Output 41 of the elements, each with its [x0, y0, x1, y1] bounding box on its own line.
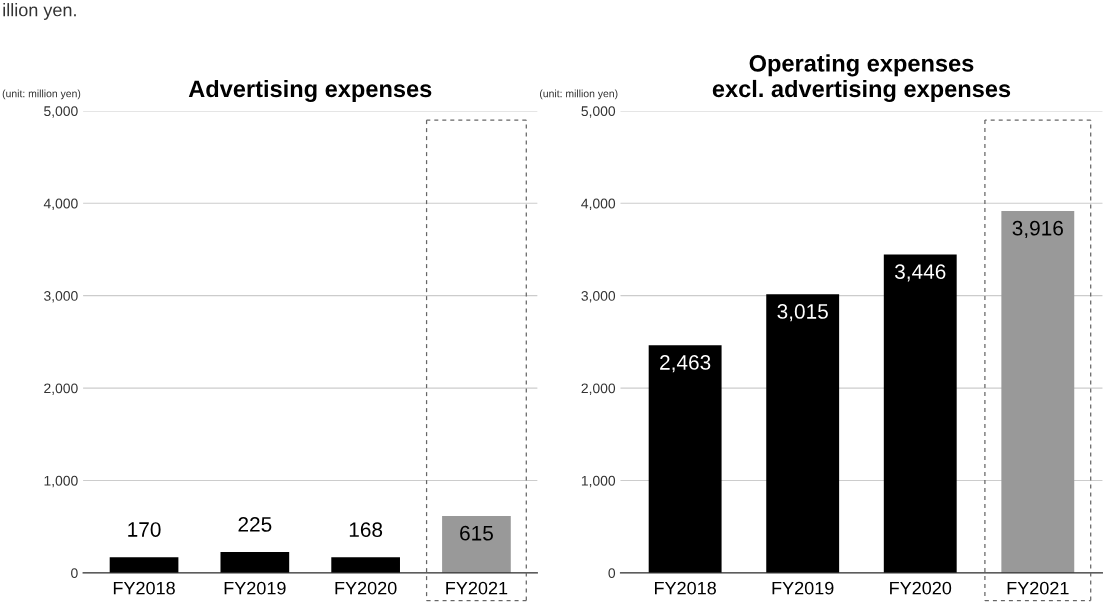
x-tick-label: FY2018: [113, 581, 175, 595]
text: (unit: million yen): [2, 89, 81, 100]
text: (unit: million yen): [539, 89, 618, 100]
y-tick-label: 5,000: [581, 106, 616, 118]
y-tick-label: 2,000: [44, 383, 78, 395]
y-tick-label: 4,000: [43, 198, 78, 211]
x-tick-label: FY2019: [772, 581, 834, 595]
bar: [766, 294, 840, 573]
bar: [1001, 211, 1075, 573]
chart-title: Operating expenses excl. advertising expenses: [712, 54, 1011, 102]
y-tick-label: 4,000: [581, 198, 616, 211]
data-label: 3,446: [894, 264, 946, 282]
x-tick-label: FY2020: [335, 581, 397, 595]
y-tick-label: 3,000: [581, 291, 616, 303]
x-tick-label: FY2018: [655, 581, 716, 595]
data-label: 225: [238, 517, 272, 532]
x-tick-label: FY2020: [890, 581, 952, 595]
x-tick-label: FY2021: [1007, 581, 1069, 595]
y-tick-label: 1,000: [44, 475, 78, 488]
bar: [648, 345, 722, 573]
data-label: 3,916: [1012, 220, 1063, 239]
y-tick-label: 0: [71, 568, 78, 579]
data-label: 170: [128, 522, 161, 537]
data-label: 615: [460, 525, 493, 541]
y-tick-label: 5,000: [44, 106, 78, 118]
y-tick-label: 3,000: [44, 291, 78, 303]
bar: [109, 557, 179, 573]
y-tick-label: 0: [608, 568, 616, 579]
chart-title: Advertising expenses: [188, 79, 432, 102]
bar: [883, 254, 957, 573]
y-tick-label: 2,000: [581, 383, 616, 395]
bar: [220, 552, 290, 573]
data-label: 2,463: [660, 355, 711, 373]
data-label: 168: [349, 522, 383, 538]
x-tick-label: FY2019: [224, 581, 286, 595]
y-tick-label: 1,000: [581, 475, 616, 488]
x-tick-label: FY2021: [446, 581, 508, 595]
bar: [442, 516, 511, 573]
data-label: 3,015: [777, 304, 828, 322]
text: illion yen.: [3, 3, 76, 20]
bar: [331, 557, 400, 573]
